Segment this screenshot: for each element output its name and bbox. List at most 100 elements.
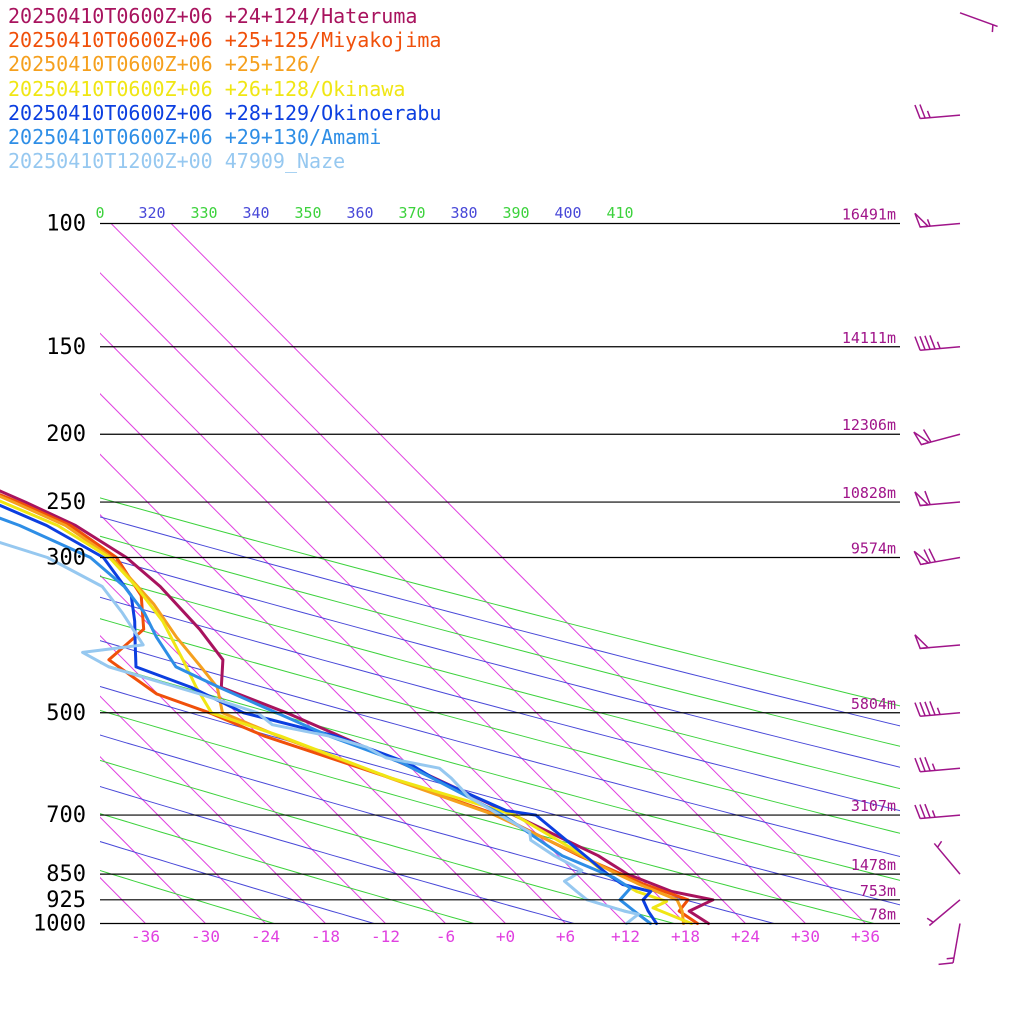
isentrope-line bbox=[100, 596, 900, 812]
legend-item-hateruma: 20250410T0600Z+06 +24+124/Hateruma bbox=[8, 4, 418, 28]
isentrope-label: 360 bbox=[346, 204, 373, 222]
wind-barb-half-flag bbox=[946, 957, 954, 960]
isentrope-label: 320 bbox=[138, 204, 165, 222]
wind-barb-pennant bbox=[914, 491, 930, 507]
pressure-tick-label: 850 bbox=[46, 862, 86, 887]
wind-barb-half-flag bbox=[931, 763, 936, 771]
wind-barb-shaft bbox=[952, 923, 961, 964]
isotherm-line bbox=[100, 634, 386, 924]
pressure-tick-label: 200 bbox=[46, 422, 86, 447]
wind-barb-half-flag bbox=[931, 810, 936, 818]
sounding-series-layer bbox=[0, 489, 715, 925]
wind-barb-shaft bbox=[920, 346, 961, 351]
wind-barb bbox=[914, 104, 961, 120]
pressure-tick-label: 925 bbox=[46, 888, 86, 913]
x-tick-label: +30 bbox=[791, 927, 820, 946]
wind-barb-half-flag bbox=[991, 24, 994, 33]
pressure-tick-label: 300 bbox=[46, 545, 86, 570]
isentrope-line bbox=[100, 618, 900, 834]
x-tick-label: -30 bbox=[191, 927, 220, 946]
wind-barb bbox=[914, 335, 961, 351]
wind-barb-flag bbox=[919, 701, 926, 717]
wind-barb-shaft bbox=[959, 12, 998, 28]
wind-barb-flag bbox=[914, 702, 921, 717]
isotherm-line bbox=[100, 393, 626, 924]
x-tick-label: -12 bbox=[371, 927, 400, 946]
wind-barb-layer bbox=[913, 12, 998, 966]
legend: 20250410T0600Z+06 +24+124/Hateruma 20250… bbox=[8, 4, 441, 173]
isentrope-label: 330 bbox=[190, 204, 217, 222]
isentrope-label: 0 bbox=[95, 204, 104, 222]
x-tick-label: -6 bbox=[436, 927, 455, 946]
isotherm-line bbox=[100, 695, 326, 924]
sounding-line-3 bbox=[0, 494, 685, 925]
sounding-line-7 bbox=[0, 541, 640, 925]
wind-barb-flag bbox=[938, 962, 954, 966]
isotherm-line bbox=[100, 574, 446, 924]
wind-barb-pennant bbox=[913, 550, 931, 566]
isotherm-line bbox=[0, 224, 26, 924]
x-tick-label: -24 bbox=[251, 927, 280, 946]
x-tick-label: +24 bbox=[731, 927, 760, 946]
pressure-tick-label: 500 bbox=[46, 701, 86, 726]
isentrope-line bbox=[100, 555, 900, 768]
wind-barb bbox=[914, 490, 961, 507]
height-label: 5804m bbox=[851, 695, 896, 713]
height-label: 78m bbox=[869, 906, 896, 924]
wind-barb-half-flag bbox=[936, 840, 943, 848]
height-label: 12306m bbox=[842, 416, 896, 434]
wind-barb bbox=[914, 803, 961, 820]
isentrope-line bbox=[100, 709, 875, 924]
wind-barb-flag bbox=[929, 335, 936, 350]
height-label: 753m bbox=[860, 882, 896, 900]
wind-barb-flag bbox=[922, 429, 932, 443]
legend-item-station-3: 20250410T0600Z+06 +25+126/ bbox=[8, 52, 322, 77]
wind-barb-flag bbox=[924, 803, 931, 818]
isotherm-line bbox=[110, 223, 806, 924]
wind-barb bbox=[914, 634, 961, 650]
isentrope-label: 350 bbox=[294, 204, 321, 222]
x-tick-label: +0 bbox=[496, 927, 515, 946]
wind-barb bbox=[959, 12, 998, 33]
wind-barb bbox=[913, 429, 961, 446]
legend-item-amami: 20250410T0600Z+06 +29+130/Amami bbox=[8, 125, 382, 150]
height-label: 9574m bbox=[851, 539, 896, 557]
wind-barb-flag bbox=[914, 804, 921, 819]
height-label: 1478m bbox=[851, 856, 896, 874]
pressure-tick-label: 700 bbox=[46, 803, 86, 828]
wind-barb-shaft bbox=[928, 899, 961, 927]
isentrope-line bbox=[100, 575, 900, 790]
wind-barb-pennant bbox=[914, 212, 930, 228]
wind-barb-half-flag bbox=[936, 341, 941, 349]
isentrope-line bbox=[100, 535, 900, 747]
wind-barb-shaft bbox=[933, 842, 961, 875]
height-label: 3107m bbox=[851, 797, 896, 815]
wind-barb-shaft bbox=[920, 767, 961, 773]
isotherm-line bbox=[100, 816, 206, 924]
wind-barb-flag bbox=[924, 701, 931, 716]
wind-barb-pennant bbox=[914, 634, 930, 650]
isentrope-label: 400 bbox=[554, 204, 581, 222]
wind-barb-flag bbox=[919, 804, 926, 819]
x-tick-label: +6 bbox=[556, 927, 575, 946]
wind-barb bbox=[914, 756, 961, 773]
x-tick-label: -36 bbox=[131, 927, 160, 946]
pressure-tick-label: 1000 bbox=[33, 912, 86, 937]
wind-barb bbox=[938, 923, 961, 966]
wind-barb bbox=[914, 212, 961, 228]
wind-barb bbox=[913, 548, 961, 566]
isotherm-line bbox=[100, 755, 266, 924]
isentrope-label: 340 bbox=[242, 204, 269, 222]
isentrope-label: 370 bbox=[398, 204, 425, 222]
height-label: 16491m bbox=[842, 206, 896, 224]
wind-barb-half-flag bbox=[926, 917, 934, 923]
isentrope-line bbox=[100, 640, 900, 858]
wind-barb-flag bbox=[919, 335, 926, 351]
wind-barb-flag bbox=[914, 336, 921, 351]
wind-barb-half-flag bbox=[926, 110, 931, 118]
height-label: 14111m bbox=[842, 329, 896, 347]
wind-barb-shaft bbox=[920, 814, 961, 820]
wind-barb-flag bbox=[924, 490, 931, 505]
wind-barb-flag bbox=[919, 757, 926, 772]
